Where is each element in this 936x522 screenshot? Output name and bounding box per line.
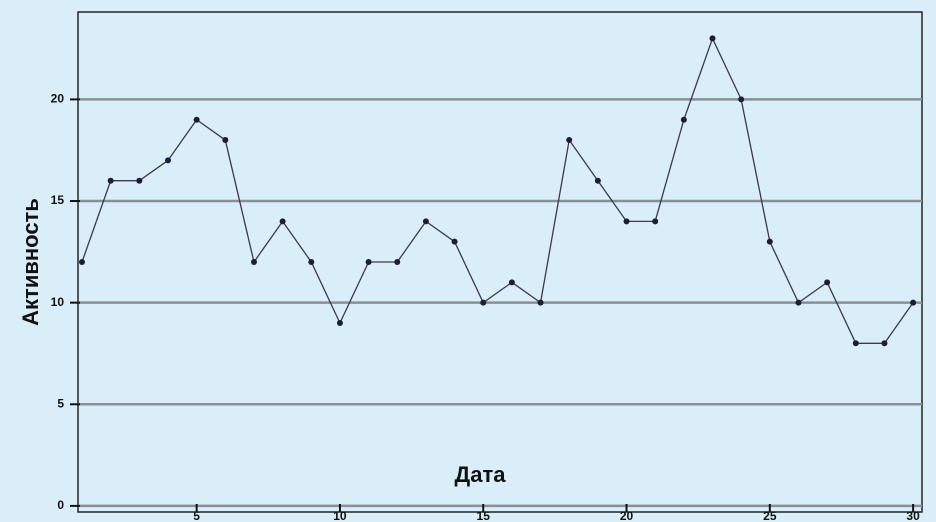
point <box>680 116 687 123</box>
x-tick-label: 25 <box>763 509 777 522</box>
line <box>81 36 914 344</box>
x-tick-label: 15 <box>477 509 491 522</box>
y-tick-label: 10 <box>51 295 65 309</box>
x-tick-label: 20 <box>620 509 634 522</box>
point <box>795 299 802 306</box>
y-tick-label: 0 <box>57 498 64 512</box>
point <box>451 238 458 245</box>
point <box>164 157 171 164</box>
point <box>594 177 601 184</box>
point <box>824 279 831 286</box>
y-tick-label: 20 <box>51 92 65 106</box>
point <box>136 177 143 184</box>
point <box>709 35 716 42</box>
point <box>508 279 515 286</box>
x-tick-label: 10 <box>333 509 347 522</box>
point <box>766 238 773 245</box>
point <box>910 299 917 306</box>
point <box>279 218 286 225</box>
point <box>537 299 544 306</box>
point <box>652 218 659 225</box>
point <box>881 340 888 347</box>
point <box>336 319 343 326</box>
point <box>738 96 745 103</box>
y-tick-label: 5 <box>57 396 64 410</box>
point <box>193 116 200 123</box>
y-tick-label: 15 <box>51 193 65 207</box>
point <box>79 259 86 265</box>
point <box>852 340 859 347</box>
y-axis-title: Активность <box>18 198 43 326</box>
point <box>222 137 229 144</box>
point <box>480 299 487 306</box>
x-axis-title: Дата <box>455 462 507 487</box>
point <box>308 259 315 265</box>
x-tick-label: 30 <box>906 509 920 522</box>
point <box>623 218 630 225</box>
point <box>394 259 401 265</box>
plot-frame <box>77 11 923 513</box>
point <box>107 177 114 184</box>
x-tick-label: 5 <box>193 509 200 522</box>
point <box>566 137 573 144</box>
point <box>422 218 429 225</box>
point <box>250 259 257 265</box>
point <box>365 259 372 265</box>
